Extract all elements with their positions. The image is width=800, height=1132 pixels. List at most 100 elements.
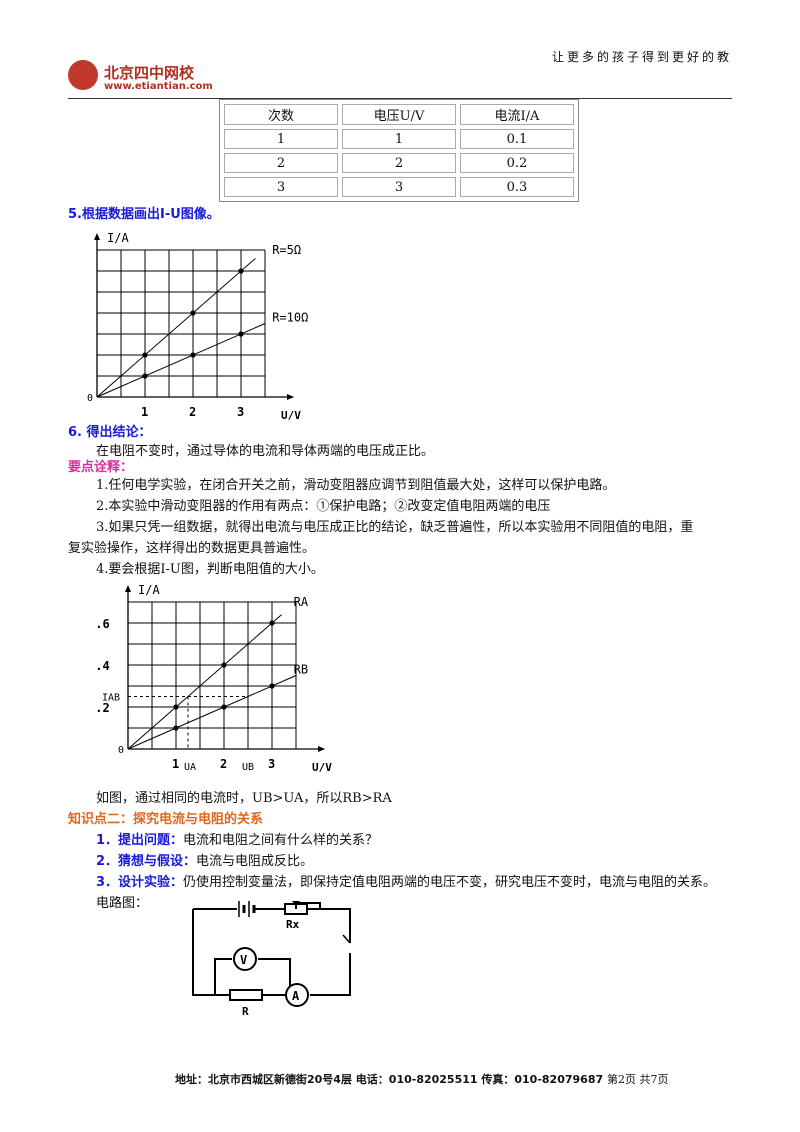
table-cell: 0.3	[460, 177, 574, 197]
logo-url: www.etiantian.com	[104, 81, 213, 92]
table-row: 3 3 0.3	[224, 177, 574, 197]
table-cell: 0.2	[460, 153, 574, 173]
footer-page: 第2页 共7页	[606, 1073, 669, 1086]
x-tick-label: 2	[189, 405, 196, 419]
x-axis-arrow	[318, 746, 325, 752]
series-label: R=5Ω	[272, 243, 301, 257]
key-points-heading: 要点诠释：	[68, 460, 134, 475]
data-point	[173, 725, 179, 731]
series-line	[127, 614, 282, 750]
series-label: RB	[294, 662, 308, 676]
table-cell: 1	[224, 129, 338, 149]
table-row: 2 2 0.2	[224, 153, 574, 173]
ua-label: UA	[184, 762, 196, 773]
data-point	[221, 662, 227, 668]
table-cell: 0.1	[460, 129, 574, 149]
step5-heading: 5.根据数据画出I-U图像。	[68, 207, 220, 222]
origin-label: 0	[87, 393, 93, 404]
table-header-cell: 次数	[224, 104, 338, 125]
x-tick-label: 2	[220, 757, 227, 771]
battery-icon	[238, 901, 256, 917]
step6-heading: 6. 得出结论：	[68, 425, 152, 440]
logo-text: 北京四中网校	[104, 64, 195, 82]
s2-item: 1．提出问题：电流和电阻之间有什么样的关系？	[96, 833, 379, 848]
table-cell: 3	[342, 177, 456, 197]
y-axis-arrow	[94, 233, 100, 240]
voltmeter-label: V	[240, 953, 247, 967]
x-axis-arrow	[287, 394, 294, 400]
step6-text: 在电阻不变时，通过导体的电流和导体两端的电压成正比。	[96, 444, 435, 459]
iu-chart-2: I/A U/V 0 1 2 3 0.2 0.4 0.6 RA RB IAB UA UB	[95, 583, 332, 774]
s2-item: 2．猜想与假设：电流与电阻成反比。	[96, 854, 314, 869]
table-row: 1 1 0.1	[224, 129, 574, 149]
y-tick-label: 0.4	[95, 659, 110, 673]
graph2-caption: 如图，通过相同的电流时，UB>UA，所以RB>RA	[96, 791, 392, 806]
iab-label: IAB	[102, 693, 120, 704]
x-tick-label: 1	[141, 405, 148, 419]
key-point: 4.要会根据I-U图，判断电阻值的大小。	[96, 562, 324, 577]
x-tick-label: 3	[237, 405, 244, 419]
table-cell: 2	[342, 153, 456, 173]
footer-address: 地址：北京市西城区新德街20号4层 电话：010-82025511 传真：010…	[175, 1073, 604, 1086]
data-point	[142, 373, 148, 379]
table-header-cell: 电压U/V	[342, 104, 456, 125]
table-cell: 2	[224, 153, 338, 173]
dashed-guide	[128, 696, 249, 749]
key-point: 1.任何电学实验，在闭合开关之前，滑动变阻器应调节到阻值最大处，这样可以保护电路…	[96, 478, 616, 493]
y-tick-label: 0.6	[95, 617, 110, 631]
iu-chart-1: I/AU/V01230.20.40.6R=5ΩR=10Ω	[87, 231, 308, 420]
circuit-diagram: Rx V R A	[192, 901, 351, 1018]
series-line	[96, 323, 266, 398]
key-point: 3.如果只凭一组数据，就得出电流与电压成正比的结论，缺乏普遍性，所以本实验用不同…	[96, 520, 694, 535]
logo-emblem-icon	[68, 60, 98, 90]
data-point	[190, 352, 196, 358]
data-point	[238, 268, 244, 274]
table-cell: 1	[342, 129, 456, 149]
data-point	[221, 704, 227, 710]
rx-label: Rx	[286, 918, 300, 931]
series-line	[96, 258, 256, 398]
x-axis-label: U/V	[312, 761, 332, 774]
data-point	[238, 331, 244, 337]
key-point: 2.本实验中滑动变阻器的作用有两点：①保护电路；②改变定值电阻两端的电压	[96, 499, 551, 514]
series-label: R=10Ω	[272, 310, 308, 324]
x-tick-label: 3	[268, 757, 275, 771]
y-axis-arrow	[125, 585, 131, 592]
circuit-label: 电路图：	[96, 896, 149, 911]
y-tick-label: 0.2	[95, 701, 110, 715]
x-tick-label: 1	[172, 757, 179, 771]
header-divider	[68, 98, 732, 99]
data-point	[142, 352, 148, 358]
header-slogan: 让更多的孩子得到更好的教	[551, 50, 732, 64]
s2-item: 3．设计实验：仍使用控制变量法，即保持定值电阻两端的电压不变，研究电压不变时，电…	[96, 875, 717, 890]
key-point: 复实验操作，这样得出的数据更具普遍性。	[68, 541, 316, 556]
data-point	[269, 620, 275, 626]
y-axis-label: I/A	[138, 583, 160, 597]
ammeter-label: A	[292, 989, 300, 1003]
table-header-cell: 电流I/A	[460, 104, 574, 125]
data-point	[269, 683, 275, 689]
table-cell: 3	[224, 177, 338, 197]
ammeter-icon	[285, 983, 309, 1007]
data-point	[190, 310, 196, 316]
series-line	[127, 675, 297, 750]
origin-label: 0	[118, 745, 124, 756]
wire	[258, 958, 291, 995]
voltmeter-icon	[233, 947, 257, 971]
resistor-label: R	[242, 1005, 249, 1018]
x-axis-label: U/V	[281, 409, 301, 420]
wire	[192, 909, 230, 996]
ub-label: UB	[242, 762, 254, 773]
wire	[310, 957, 351, 996]
series-label: RA	[294, 595, 309, 609]
table-header-row: 次数 电压U/V 电流I/A	[224, 104, 574, 125]
y-axis-label: I/A	[107, 231, 129, 245]
data-table: 次数 电压U/V 电流I/A 1 1 0.1 2 2 0.2 3 3 0.3	[219, 99, 579, 202]
section2-title: 知识点二：探究电流与电阻的关系	[68, 812, 264, 827]
resistor-icon	[229, 989, 263, 1001]
switch-icon	[342, 934, 351, 957]
wire	[214, 958, 232, 995]
footer: 地址：北京市西城区新德街20号4层 电话：010-82025511 传真：010…	[175, 1071, 668, 1087]
data-point	[173, 704, 179, 710]
wire	[307, 908, 351, 943]
